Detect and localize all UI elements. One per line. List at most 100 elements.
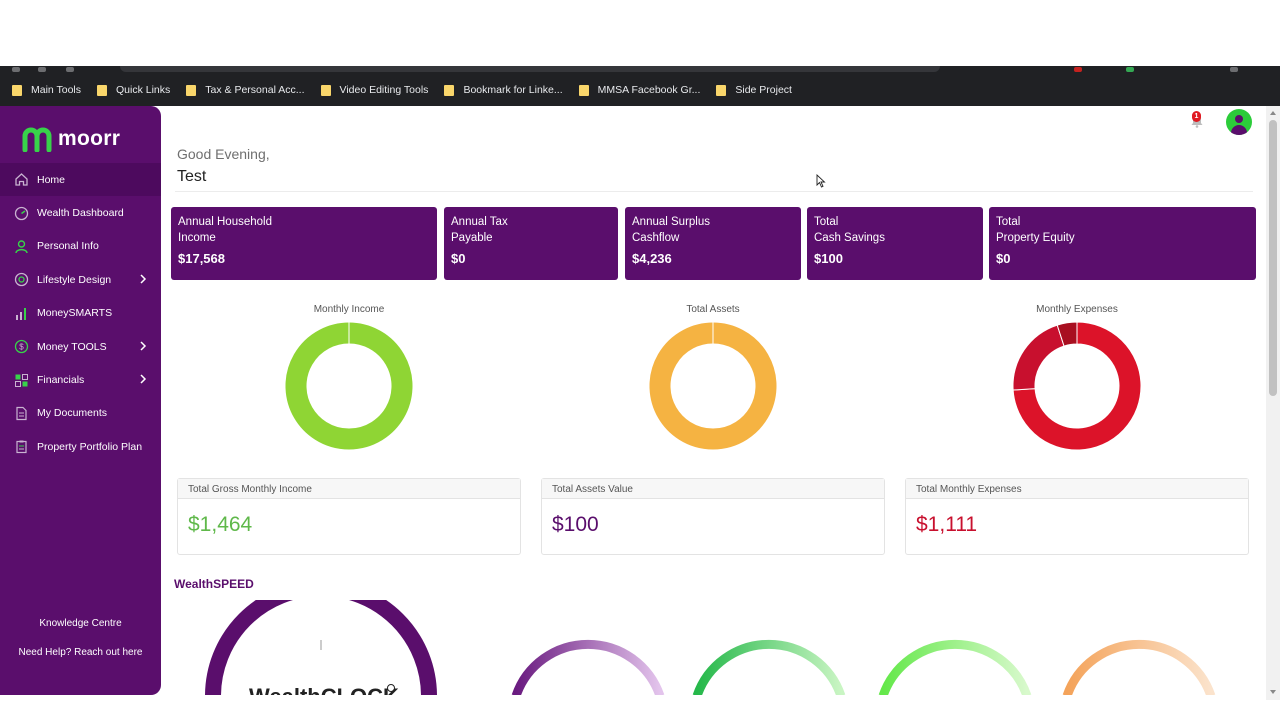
main-content xyxy=(161,106,1266,695)
knowledge-centre-link[interactable]: Knowledge Centre xyxy=(39,618,122,629)
reload-icon[interactable] xyxy=(66,67,74,72)
divider xyxy=(175,191,1253,192)
folder-icon xyxy=(97,84,107,96)
gauge-icon xyxy=(14,206,29,221)
bookmark-item[interactable]: Side Project xyxy=(716,84,792,96)
scroll-up-icon[interactable] xyxy=(1269,109,1277,117)
bookmark-label: Side Project xyxy=(735,84,792,96)
donut-segment[interactable] xyxy=(649,322,777,450)
bookmark-label: Video Editing Tools xyxy=(339,84,429,96)
folder-icon xyxy=(444,84,455,96)
summary-card-value: $17,568 xyxy=(178,251,225,266)
bookmark-item[interactable]: MMSA Facebook Gr... xyxy=(578,84,701,96)
summary-card[interactable]: Annual Household Income $17,568 xyxy=(171,207,437,280)
bookmark-item[interactable]: Video Editing Tools xyxy=(320,84,429,96)
summary-card-value: $100 xyxy=(814,251,843,266)
extension-icon[interactable] xyxy=(1126,67,1134,72)
monthly-income-donut[interactable] xyxy=(285,322,413,450)
svg-text:WealthCLOCK: WealthCLOCK xyxy=(249,684,399,695)
sidebar: moorr Home Wealth Dashboard Personal Info L… xyxy=(0,106,161,695)
clipboard-icon xyxy=(14,439,29,454)
sidebar-item-money-tools[interactable]: $ Money TOOLS xyxy=(0,330,161,363)
chart-title: Total Assets xyxy=(686,304,740,315)
sidebar-item-personal-info[interactable]: Personal Info xyxy=(0,230,161,263)
summary-card-label: Annual Household Income xyxy=(178,216,272,244)
donut-segment[interactable] xyxy=(1013,324,1065,391)
summary-card[interactable]: Annual Surplus Cashflow $4,236 xyxy=(625,207,801,280)
extension-icon[interactable] xyxy=(1074,67,1082,72)
folder-icon xyxy=(716,84,727,96)
sidebar-item-property-portfolio-plan[interactable]: Property Portfolio Plan xyxy=(0,430,161,463)
stat-card-label: Total Monthly Expenses xyxy=(906,479,1248,499)
wealthspeed-heading: WealthSPEED xyxy=(174,577,254,591)
summary-card-label: Annual Tax Payable xyxy=(451,216,508,244)
profile-icon[interactable] xyxy=(1230,67,1238,72)
bookmark-label: Bookmark for Linke... xyxy=(463,84,563,96)
folder-icon xyxy=(320,84,331,96)
bookmark-item[interactable]: Quick Links xyxy=(97,84,170,96)
sidebar-item-label: My Documents xyxy=(37,407,108,420)
forward-icon[interactable] xyxy=(38,67,46,72)
total-assets-donut[interactable] xyxy=(649,322,777,450)
sidebar-item-home[interactable]: Home xyxy=(0,163,161,197)
monthly-expenses-donut[interactable] xyxy=(1013,322,1141,450)
sidebar-nav: Home Wealth Dashboard Personal Info Lifesty… xyxy=(0,163,161,464)
document-icon xyxy=(14,406,29,421)
back-icon[interactable] xyxy=(12,67,20,72)
top-blank-area xyxy=(0,0,1280,66)
bookmark-label: MMSA Facebook Gr... xyxy=(597,84,701,96)
chevron-right-icon[interactable] xyxy=(137,273,149,285)
chevron-right-icon[interactable] xyxy=(137,340,149,352)
speed-gauge-orange xyxy=(1062,639,1216,695)
summary-card-value: $4,236 xyxy=(632,251,672,266)
bookmark-item[interactable]: Main Tools xyxy=(12,84,81,96)
stat-card: Total Gross Monthly Income $1,464 xyxy=(177,478,521,555)
sidebar-item-my-documents[interactable]: My Documents xyxy=(0,397,161,430)
sidebar-item-label: Financials xyxy=(37,374,85,387)
sidebar-item-wealth-dashboard[interactable]: Wealth Dashboard xyxy=(0,196,161,229)
summary-card[interactable]: Total Cash Savings $100 xyxy=(807,207,983,280)
vertical-scrollbar[interactable] xyxy=(1266,106,1280,700)
browser-toolbar xyxy=(0,66,1280,74)
sidebar-item-lifestyle-design[interactable]: Lifestyle Design xyxy=(0,263,161,296)
sidebar-item-financials[interactable]: Financials xyxy=(0,363,161,396)
sidebar-item-label: Lifestyle Design xyxy=(37,273,112,286)
brand-name: moorr xyxy=(58,127,121,150)
chart-title: Monthly Income xyxy=(313,304,385,315)
sidebar-item-label: Money TOOLS xyxy=(37,340,107,353)
sidebar-item-moneysmarts[interactable]: MoneySMARTS xyxy=(0,297,161,330)
stat-card: Total Assets Value $100 xyxy=(541,478,885,555)
summary-card[interactable]: Annual Tax Payable $0 xyxy=(444,207,618,280)
user-name: Test xyxy=(177,168,207,185)
wealthspeed-gauges: WealthCLOCK xyxy=(205,600,1216,695)
summary-card-label: Total Cash Savings xyxy=(814,216,885,244)
stat-card: Total Monthly Expenses $1,111 xyxy=(905,478,1249,555)
donut-segment[interactable] xyxy=(1056,322,1078,347)
sidebar-item-label: Property Portfolio Plan xyxy=(37,440,143,453)
scrollbar-thumb[interactable] xyxy=(1269,120,1277,396)
moorr-logo[interactable]: moorr xyxy=(22,126,120,152)
help-link[interactable]: Need Help? Reach out here xyxy=(18,647,143,658)
sidebar-item-label: Home xyxy=(37,173,66,186)
summary-card-label: Annual Surplus Cashflow xyxy=(632,216,710,244)
summary-card[interactable]: Total Property Equity $0 xyxy=(989,207,1256,280)
scroll-down-icon[interactable] xyxy=(1269,688,1277,696)
bookmark-item[interactable]: Bookmark for Linke... xyxy=(444,84,563,96)
dollar-coin-icon: $ xyxy=(14,339,29,354)
bookmark-label: Quick Links xyxy=(116,84,171,96)
donut-segment[interactable] xyxy=(1013,322,1141,450)
bookmark-label: Tax & Personal Acc... xyxy=(205,84,305,96)
notification-badge: 1 xyxy=(1192,111,1201,122)
grid-icon xyxy=(14,373,29,388)
bookmark-item[interactable]: Tax & Personal Acc... xyxy=(186,84,305,96)
folder-icon xyxy=(578,84,589,96)
donut-segment[interactable] xyxy=(285,322,413,450)
home-icon xyxy=(14,172,29,187)
address-bar[interactable] xyxy=(120,66,940,72)
avatar[interactable] xyxy=(1226,109,1252,135)
bar-chart-icon xyxy=(14,306,29,321)
chevron-right-icon[interactable] xyxy=(137,373,149,385)
summary-card-value: $0 xyxy=(996,251,1011,266)
stat-card-label: Total Assets Value xyxy=(542,479,884,499)
speed-gauge-lime xyxy=(878,639,1032,695)
